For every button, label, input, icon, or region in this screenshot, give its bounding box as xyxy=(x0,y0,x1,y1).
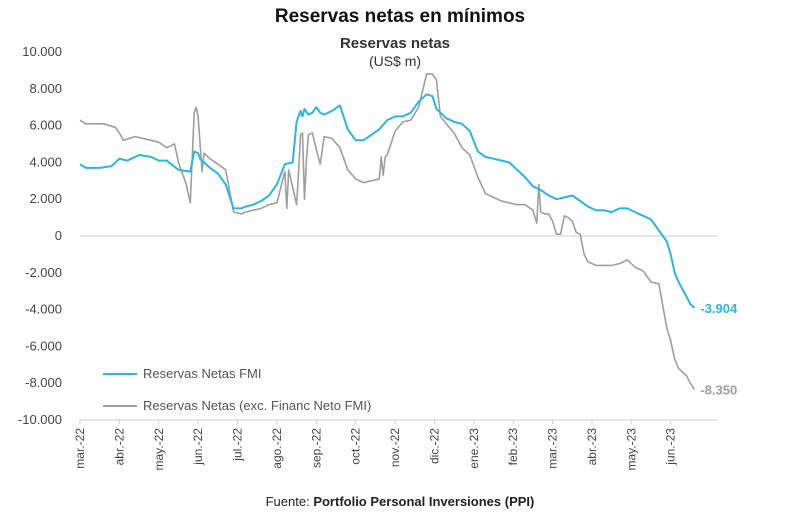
y-tick-label: 2.000 xyxy=(29,191,62,206)
x-axis: mar.-22 abr.-22 may.-22 jun.-22 jul.-22 ago.-… xyxy=(73,420,678,470)
x-tick-label: jun.-22 xyxy=(191,428,205,466)
x-tick-label: may.-23 xyxy=(624,428,638,471)
y-tick-label: -2.000 xyxy=(25,265,62,280)
y-tick-label: 6.000 xyxy=(29,118,62,133)
y-tick-label: -10.000 xyxy=(18,412,62,427)
x-tick-label: jul.-22 xyxy=(231,428,245,462)
x-tick-label: abr.-23 xyxy=(585,428,599,466)
x-tick-label: dic.-22 xyxy=(427,428,441,464)
x-tick-label: ago.-22 xyxy=(270,428,284,469)
x-tick-label: mar.-22 xyxy=(73,428,87,469)
x-tick-label: abr.-22 xyxy=(112,428,126,466)
x-tick-label: mar.-23 xyxy=(546,428,560,469)
y-tick-label: -6.000 xyxy=(25,338,62,353)
legend: Reservas Netas FMI Reservas Netas (exc. F… xyxy=(103,366,371,413)
y-tick-label: 8.000 xyxy=(29,81,62,96)
x-tick-label: jun.-23 xyxy=(664,428,678,466)
source-name: Portfolio Personal Inversiones (PPI) xyxy=(313,494,535,509)
source-footer: Fuente: Portfolio Personal Inversiones (… xyxy=(0,494,800,509)
chart-subtitle: (US$ m) xyxy=(369,53,421,69)
y-tick-label: 4.000 xyxy=(29,154,62,169)
x-tick-label: may.-22 xyxy=(152,428,166,471)
series-layer: -8.350 -3.904 xyxy=(79,73,738,398)
legend-label: Reservas Netas FMI xyxy=(143,366,261,381)
page-title: Reservas netas en mínimos xyxy=(274,6,526,27)
x-tick-label: oct.-22 xyxy=(349,428,363,465)
legend-label: Reservas Netas (exc. Financ Neto FMI) xyxy=(143,398,371,413)
series-line-reservas-netas-fmi xyxy=(79,93,696,309)
chart-title: Reservas netas xyxy=(340,35,450,52)
x-tick-label: sep.-22 xyxy=(309,428,323,468)
x-tick-label: ene.-23 xyxy=(467,428,481,469)
end-label-exc: -8.350 xyxy=(700,383,737,398)
x-tick-label: feb.-23 xyxy=(506,428,520,466)
y-tick-label: 0 xyxy=(55,228,62,243)
y-tick-label: 10.000 xyxy=(22,44,62,59)
y-axis: 10.000 8.000 6.000 4.000 2.000 0 -2.000 -4.000 -… xyxy=(18,44,62,427)
y-tick-label: -4.000 xyxy=(25,302,62,317)
end-label-fmi: -3.904 xyxy=(700,301,738,316)
x-tick-label: nov.-22 xyxy=(388,428,402,467)
source-prefix: Fuente: xyxy=(265,494,314,509)
y-tick-label: -8.000 xyxy=(25,375,62,390)
